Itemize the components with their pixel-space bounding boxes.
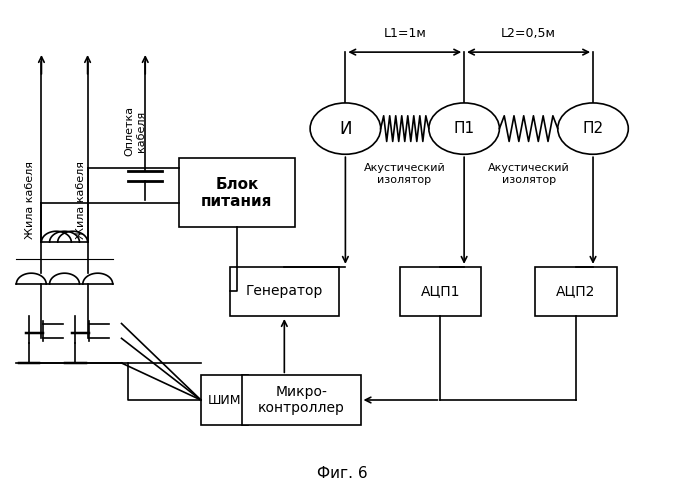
Text: Блок
питания: Блок питания	[201, 177, 272, 209]
Bar	[536, 267, 617, 316]
Text: АЦП1: АЦП1	[421, 284, 460, 298]
Bar	[179, 158, 295, 228]
Bar	[242, 375, 360, 425]
Text: П2: П2	[583, 121, 603, 136]
Bar	[230, 267, 339, 316]
Text: П1: П1	[453, 121, 475, 136]
Text: Акустический
изолятор: Акустический изолятор	[363, 163, 445, 185]
Text: L2=0,5м: L2=0,5м	[501, 27, 556, 40]
Text: Оплетка
кабеля: Оплетка кабеля	[124, 106, 146, 156]
Circle shape	[310, 103, 381, 154]
Text: Фиг. 6: Фиг. 6	[317, 467, 367, 482]
Text: И: И	[339, 120, 352, 138]
Circle shape	[557, 103, 629, 154]
Text: Жила кабеля: Жила кабеля	[76, 161, 86, 239]
Bar	[399, 267, 481, 316]
Text: ШИМ: ШИМ	[208, 394, 241, 407]
Bar	[201, 375, 248, 425]
Text: Акустический
изолятор: Акустический изолятор	[488, 163, 570, 185]
Text: Генератор: Генератор	[246, 284, 323, 298]
Text: Жила кабеля: Жила кабеля	[25, 161, 35, 239]
Text: L1=1м: L1=1м	[383, 27, 426, 40]
Text: Микро-
контроллер: Микро- контроллер	[258, 385, 345, 415]
Text: АЦП2: АЦП2	[556, 284, 596, 298]
Circle shape	[429, 103, 499, 154]
